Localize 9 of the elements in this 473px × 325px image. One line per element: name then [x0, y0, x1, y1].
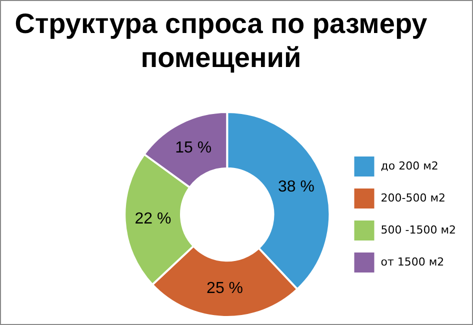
data-label: 25 % [206, 280, 244, 298]
legend-label: до 200 м2 [380, 159, 438, 172]
chart-title: Структура спроса по размеру помещений [14, 7, 428, 75]
data-label: 38 % [278, 178, 314, 196]
legend-label: 200-500 м2 [380, 191, 446, 204]
legend-label: 500 -1500 м2 [380, 223, 456, 236]
data-label: 22 % [134, 210, 172, 228]
data-label: 15 % [175, 140, 212, 157]
legend-label: от 1500 м2 [380, 255, 444, 268]
